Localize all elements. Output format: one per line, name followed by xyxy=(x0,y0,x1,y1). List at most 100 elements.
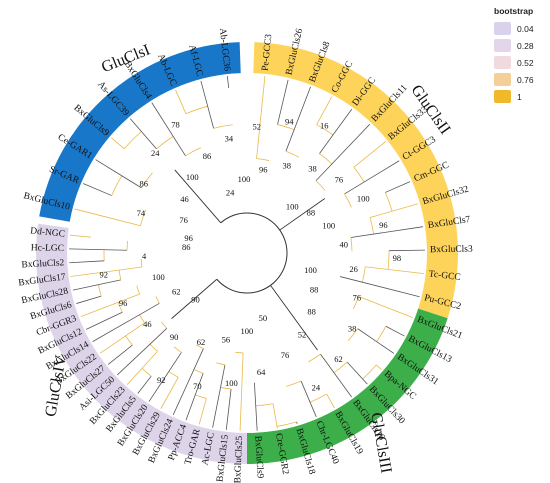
legend-entry: 0.04 xyxy=(494,20,548,37)
bootstrap-value: 70 xyxy=(193,381,202,391)
branch xyxy=(225,389,232,430)
branch xyxy=(235,351,244,354)
branch xyxy=(326,393,335,409)
branch xyxy=(151,102,186,157)
bootstrap-value: 94 xyxy=(285,117,294,127)
bootstrap-value: 24 xyxy=(312,382,321,392)
branch xyxy=(117,328,168,376)
branch xyxy=(148,352,182,402)
branch xyxy=(160,377,179,409)
clade-label: GluClsIII xyxy=(367,411,394,474)
branch xyxy=(277,79,289,125)
branch xyxy=(254,382,258,431)
legend-entry: 1 xyxy=(494,88,548,105)
branch xyxy=(315,123,371,181)
bootstrap-value: 50 xyxy=(259,313,268,323)
bootstrap-value: 26 xyxy=(349,264,358,274)
leaf-label: BxGluCls25 xyxy=(233,435,245,483)
bootstrap-value: 46 xyxy=(143,319,152,329)
bootstrap-value: 46 xyxy=(180,194,189,204)
bootstrap-value: 100 xyxy=(322,220,335,230)
branch xyxy=(358,296,414,318)
bootstrap-value: 38 xyxy=(308,164,317,174)
branch xyxy=(168,371,179,378)
branch xyxy=(361,266,366,283)
branch xyxy=(141,172,153,189)
clade-band-3 xyxy=(247,308,448,465)
branch xyxy=(276,421,297,427)
branch xyxy=(369,203,419,218)
bootstrap-value: 100 xyxy=(238,174,251,184)
bootstrap-value: 98 xyxy=(393,253,402,263)
bootstrap-value: 40 xyxy=(339,239,348,249)
legend-swatch xyxy=(494,39,511,52)
bootstrap-value: 100 xyxy=(152,272,165,282)
bootstrap-value: 24 xyxy=(151,148,160,158)
branch xyxy=(285,86,311,152)
legend-entry: 0.28 xyxy=(494,37,548,54)
leaf-label: BxGluCls2 xyxy=(21,258,64,270)
branch xyxy=(385,325,405,337)
bootstrap-value: 96 xyxy=(184,233,193,243)
branch xyxy=(256,75,266,159)
clade-band-4 xyxy=(36,223,247,464)
branch xyxy=(279,198,326,231)
branch xyxy=(272,403,278,429)
legend-entry: 0.52 xyxy=(494,54,548,71)
branch xyxy=(384,192,393,212)
branch xyxy=(155,296,160,304)
branch xyxy=(344,160,400,195)
legend-swatch xyxy=(494,22,511,35)
leaf-label: Dd-NGC xyxy=(30,226,66,239)
bootstrap-value: 78 xyxy=(171,120,180,130)
legend-label: 0.04 xyxy=(517,23,534,34)
bootstrap-value: 52 xyxy=(298,329,307,339)
bootstrap-value: 90 xyxy=(191,294,200,304)
branch xyxy=(256,158,270,161)
branch xyxy=(344,193,352,208)
branch xyxy=(285,150,300,158)
branch xyxy=(255,403,274,407)
branch xyxy=(82,183,112,196)
legend-swatch xyxy=(494,90,511,103)
leaf-label: Hc-LGC xyxy=(31,243,64,254)
branch xyxy=(315,180,326,191)
bootstrap-value: 86 xyxy=(182,242,191,252)
bootstrap-value: 4 xyxy=(142,251,147,261)
legend-swatch xyxy=(494,56,511,69)
branch xyxy=(99,322,145,354)
branch xyxy=(69,234,91,238)
bootstrap-value: 88 xyxy=(307,208,316,218)
branch xyxy=(97,284,102,297)
branch xyxy=(171,278,218,319)
bootstrap-value: 62 xyxy=(334,354,343,364)
branch xyxy=(193,369,204,374)
branch xyxy=(375,364,382,370)
branch xyxy=(213,124,233,129)
bootstrap-value: 100 xyxy=(241,326,254,336)
branch xyxy=(362,364,377,380)
branch xyxy=(118,269,122,281)
branch xyxy=(111,175,123,196)
branch xyxy=(95,159,142,189)
branch xyxy=(200,80,214,129)
branch xyxy=(388,249,425,252)
bootstrap-value: 100 xyxy=(357,193,370,203)
branch xyxy=(111,137,125,150)
branch xyxy=(350,226,424,238)
bootstrap-value: 100 xyxy=(225,378,238,388)
bootstrap-value: 52 xyxy=(252,121,261,131)
branch xyxy=(175,89,187,114)
branch xyxy=(216,362,226,366)
bootstrap-value: 76 xyxy=(281,350,290,360)
legend-label: 0.76 xyxy=(517,74,534,85)
branch xyxy=(129,118,157,150)
legend-swatch xyxy=(494,73,511,86)
branch xyxy=(140,258,143,268)
bootstrap-value: 96 xyxy=(259,165,268,175)
bootstrap-value: 76 xyxy=(335,174,344,184)
leaf-label: BxGluCls9 xyxy=(252,435,264,479)
branch xyxy=(270,285,318,351)
bootstrap-value: 24 xyxy=(226,187,235,197)
